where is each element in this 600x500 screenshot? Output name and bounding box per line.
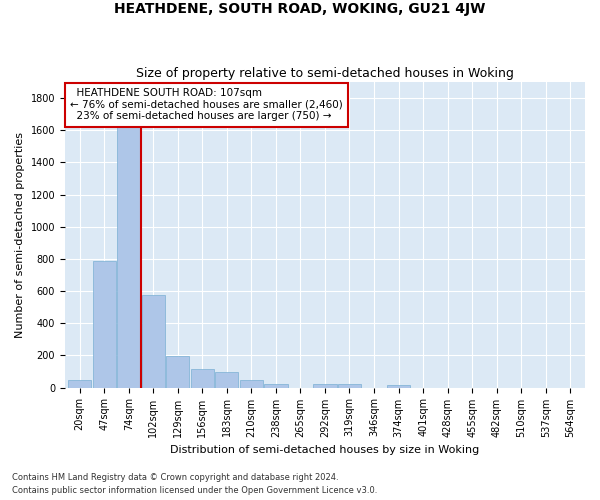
- Bar: [166, 356, 190, 388]
- Bar: [239, 380, 263, 388]
- Bar: [68, 380, 91, 388]
- Bar: [264, 384, 287, 388]
- Text: HEATHDENE, SOUTH ROAD, WOKING, GU21 4JW: HEATHDENE, SOUTH ROAD, WOKING, GU21 4JW: [115, 2, 485, 16]
- Bar: [215, 372, 238, 388]
- Title: Size of property relative to semi-detached houses in Woking: Size of property relative to semi-detach…: [136, 66, 514, 80]
- Text: Contains HM Land Registry data © Crown copyright and database right 2024.
Contai: Contains HM Land Registry data © Crown c…: [12, 474, 377, 495]
- Bar: [387, 384, 410, 388]
- Bar: [338, 384, 361, 388]
- Bar: [142, 295, 165, 388]
- X-axis label: Distribution of semi-detached houses by size in Woking: Distribution of semi-detached houses by …: [170, 445, 479, 455]
- Text: HEATHDENE SOUTH ROAD: 107sqm
← 76% of semi-detached houses are smaller (2,460)
 : HEATHDENE SOUTH ROAD: 107sqm ← 76% of se…: [70, 88, 343, 122]
- Bar: [191, 369, 214, 388]
- Bar: [92, 260, 116, 388]
- Bar: [313, 384, 337, 388]
- Y-axis label: Number of semi-detached properties: Number of semi-detached properties: [15, 132, 25, 338]
- Bar: [117, 124, 140, 388]
